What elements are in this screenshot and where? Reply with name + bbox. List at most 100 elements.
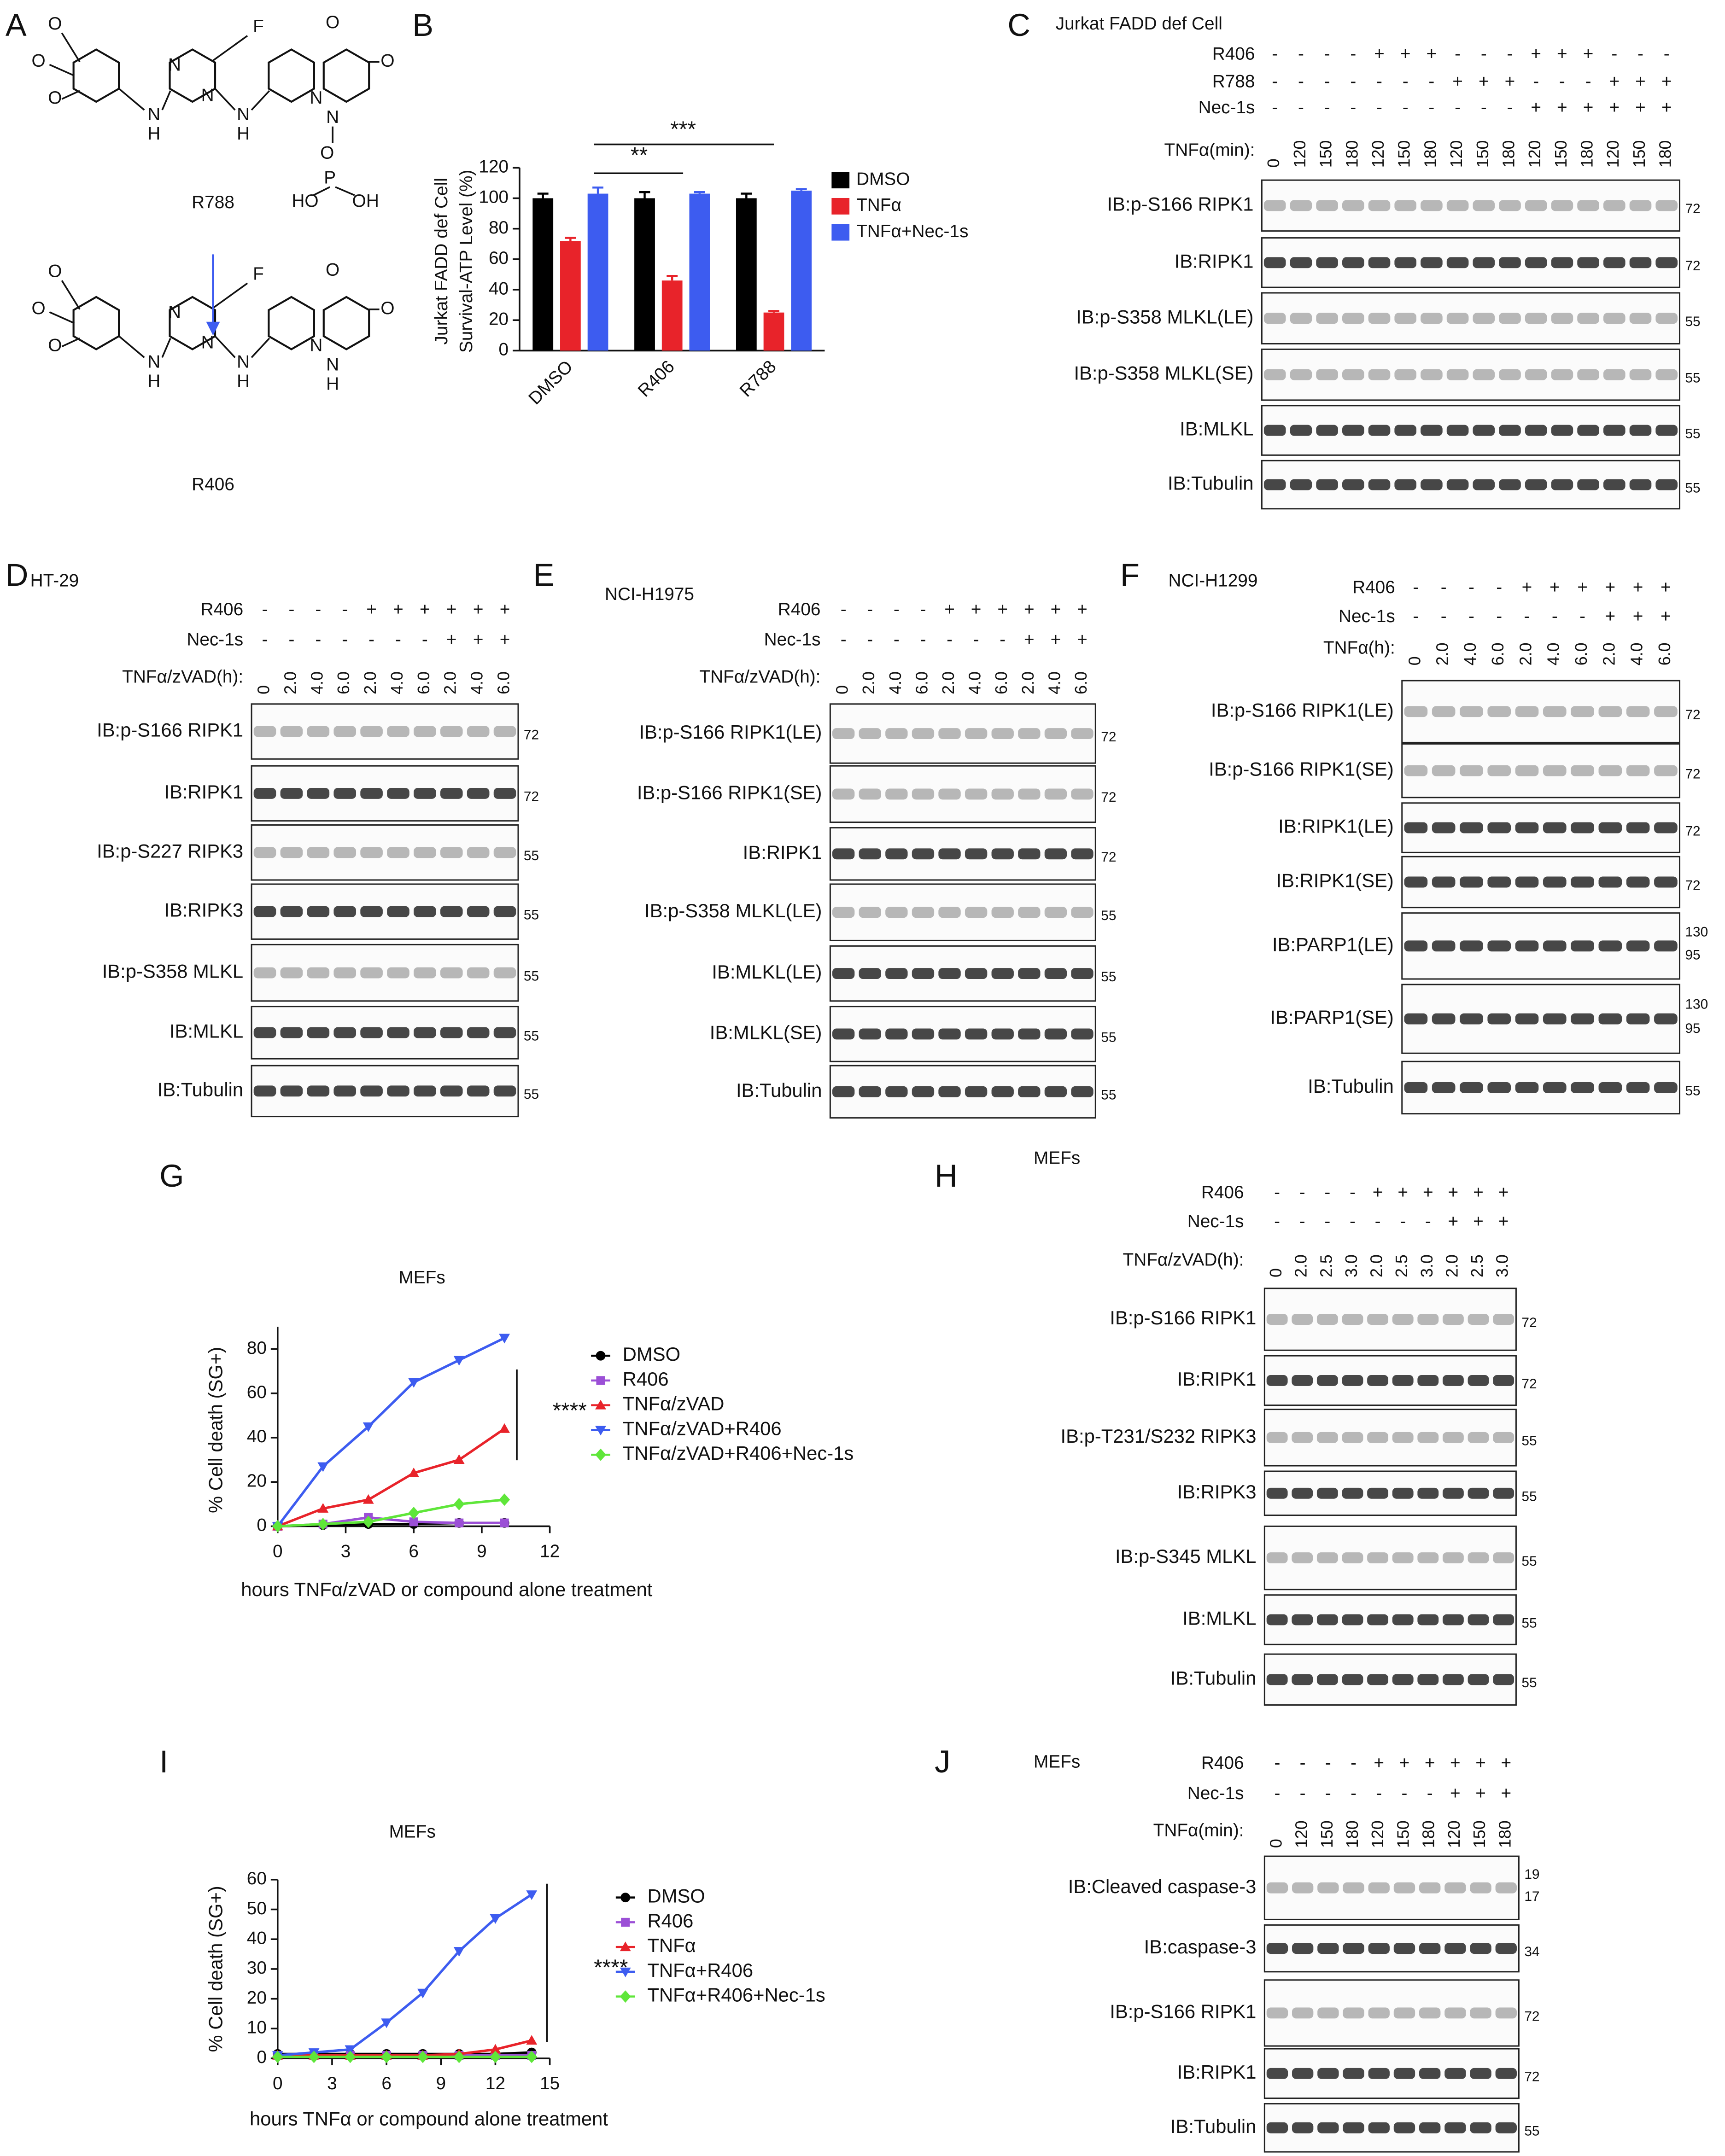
point xyxy=(526,2035,538,2045)
mw-marker: 95 xyxy=(1685,1021,1700,1036)
y-axis-label: % Cell death (SG+) xyxy=(205,1347,227,1513)
band xyxy=(1266,1552,1288,1564)
band xyxy=(1551,200,1573,211)
blot-label: IB:caspase-3 xyxy=(1144,1936,1257,1958)
y-tick-label: 40 xyxy=(247,1928,267,1948)
cell-line: HT-29 xyxy=(30,571,79,590)
time-point: 6.0 xyxy=(495,671,513,694)
band xyxy=(1317,2068,1339,2079)
band xyxy=(1654,940,1678,952)
band xyxy=(1446,200,1469,211)
bond xyxy=(161,338,171,358)
blot-label: IB:Tubulin xyxy=(1170,1667,1257,1689)
treatment-sign: - xyxy=(1507,98,1513,117)
atom-label: O xyxy=(48,336,62,355)
band xyxy=(1417,1487,1439,1499)
band xyxy=(360,1085,383,1097)
band xyxy=(253,906,276,917)
atom-label: H xyxy=(237,124,250,144)
treatment-sign: - xyxy=(1300,1753,1306,1773)
blot-label: IB:p-S166 RIPK1 xyxy=(97,719,243,741)
band xyxy=(1499,313,1521,324)
band xyxy=(493,1027,516,1038)
band xyxy=(1342,1674,1363,1685)
atom-label: O xyxy=(48,14,62,34)
blot-frame xyxy=(1263,1409,1517,1467)
treatment-sign: + xyxy=(473,600,484,619)
time-point: 120 xyxy=(1526,140,1544,168)
time-point: 0 xyxy=(1264,158,1283,168)
band xyxy=(1044,848,1067,860)
band xyxy=(1044,728,1067,739)
band xyxy=(965,848,988,860)
treatment-sign: - xyxy=(1400,1212,1406,1231)
band xyxy=(1446,369,1469,380)
band xyxy=(440,967,463,979)
mw-marker: 17 xyxy=(1524,1889,1539,1904)
band xyxy=(1543,765,1567,776)
band xyxy=(832,1028,855,1040)
band xyxy=(1292,1882,1314,1894)
band xyxy=(1266,2007,1288,2019)
band xyxy=(1543,822,1567,833)
band xyxy=(493,847,516,858)
blot-label: IB:p-S166 RIPK1 xyxy=(1110,2000,1256,2022)
time-point: 3.0 xyxy=(1418,1254,1436,1277)
treatment-sign: - xyxy=(1496,577,1502,597)
treatment-sign: + xyxy=(1531,98,1541,117)
band xyxy=(1266,1314,1288,1325)
band xyxy=(1444,2122,1466,2133)
band xyxy=(1317,1943,1339,1954)
atom-label: O xyxy=(31,298,45,318)
band xyxy=(1342,1552,1363,1564)
time-point: 0 xyxy=(833,685,852,694)
mw-marker: 72 xyxy=(1685,707,1700,723)
bond xyxy=(61,90,80,100)
atom-label: P xyxy=(324,168,336,187)
bond xyxy=(313,186,330,196)
band xyxy=(1368,257,1391,268)
band xyxy=(1342,369,1364,380)
error-bar xyxy=(694,191,705,194)
treatment-sign: + xyxy=(1557,98,1567,117)
band xyxy=(307,906,330,917)
y-axis-label: % Cell death (SG+) xyxy=(205,1886,227,2052)
band xyxy=(991,1028,1014,1040)
band xyxy=(1342,1314,1363,1325)
treatment-sign: + xyxy=(1605,606,1615,626)
atom-label: H xyxy=(147,371,160,391)
band xyxy=(1367,1552,1389,1564)
legend-marker xyxy=(621,1917,630,1927)
band xyxy=(333,967,357,979)
blot-label: IB:RIPK3 xyxy=(164,899,243,921)
time-point: 0 xyxy=(1405,656,1424,665)
band xyxy=(467,787,490,799)
blot-frame xyxy=(1261,292,1681,344)
band xyxy=(493,967,516,979)
time-point: 2.0 xyxy=(361,671,380,694)
band xyxy=(1018,728,1041,739)
band xyxy=(912,1028,935,1040)
blot-label: IB:RIPK1(LE) xyxy=(1278,816,1394,837)
time-point: 2.0 xyxy=(1433,642,1452,665)
treatment-sign: + xyxy=(1475,1753,1486,1773)
time-point: 120 xyxy=(1445,1820,1463,1848)
band xyxy=(1342,1614,1363,1626)
band xyxy=(1515,876,1539,888)
blot-label: IB:RIPK1 xyxy=(1175,250,1254,272)
band xyxy=(885,907,908,918)
x-tick-label: 3 xyxy=(327,2074,337,2093)
band xyxy=(1292,2007,1314,2019)
band xyxy=(1290,313,1312,324)
band xyxy=(440,906,463,917)
band xyxy=(1342,313,1364,324)
band xyxy=(1266,1375,1288,1386)
treatment-sign: + xyxy=(473,630,484,650)
band xyxy=(938,788,961,800)
treatment-sign: + xyxy=(1609,98,1620,117)
x-axis-label: hours TNFα or compound alone treatment xyxy=(250,2108,608,2129)
band xyxy=(1571,706,1594,717)
band xyxy=(1394,313,1417,324)
time-point: 4.0 xyxy=(1544,642,1563,665)
